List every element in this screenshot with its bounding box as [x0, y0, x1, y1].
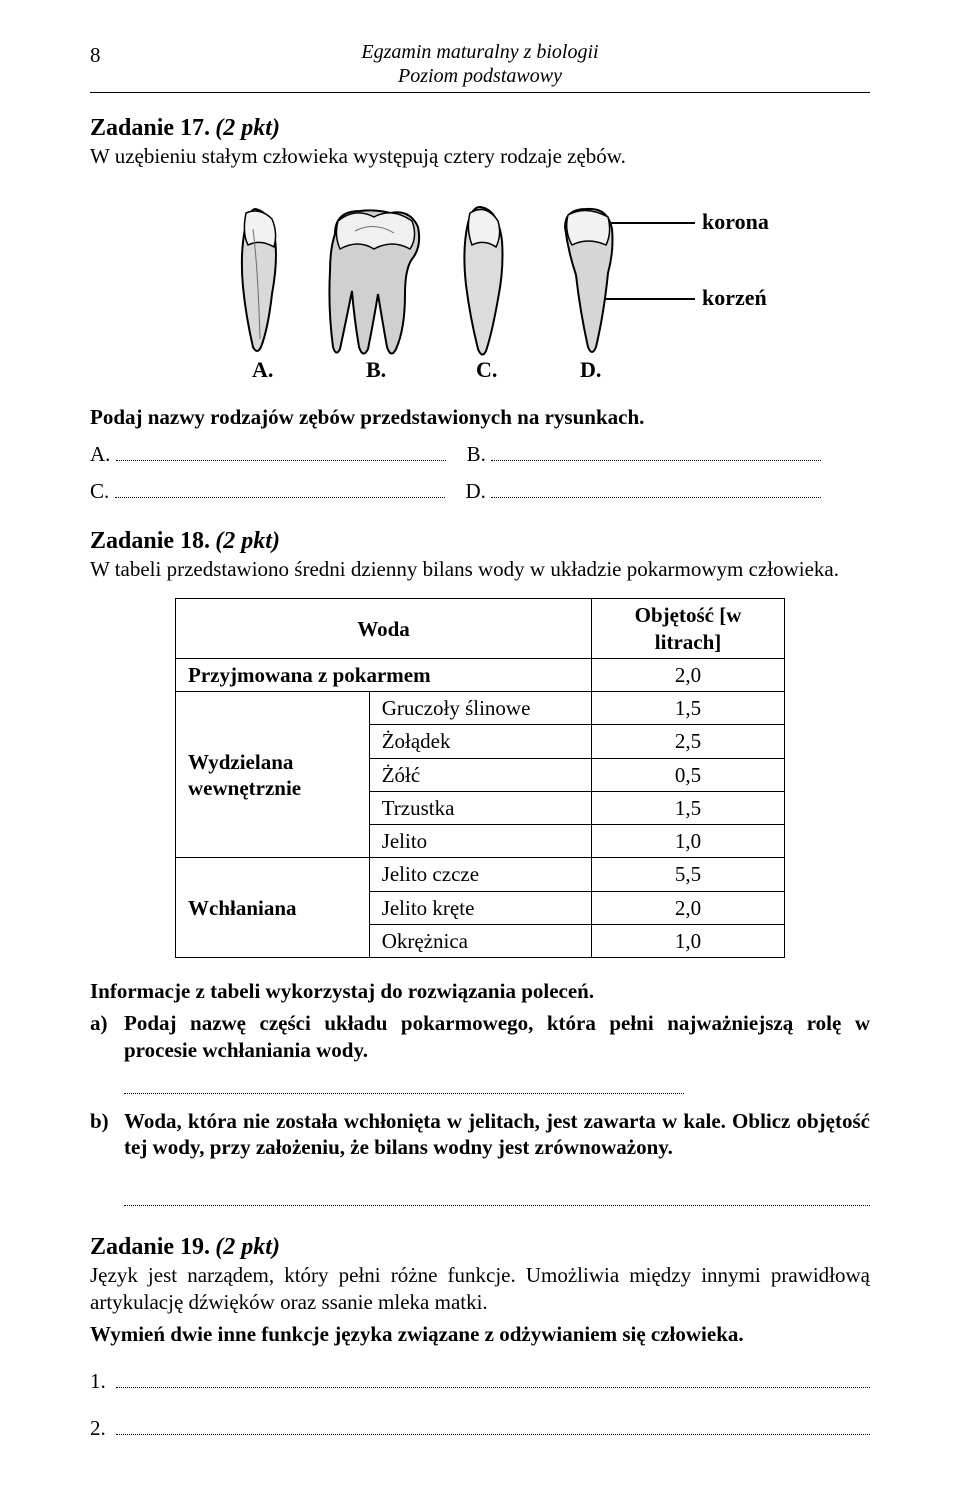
col-volume: Objętość [w litrach] [592, 599, 785, 659]
item-a-text: Podaj nazwę części układu pokarmowego, k… [124, 1011, 870, 1061]
item-b-answer-line[interactable] [124, 1184, 870, 1206]
task18-number: Zadanie 18. [90, 528, 210, 554]
task19-answer-1: 1. [90, 1367, 870, 1394]
task18-items: a) Podaj nazwę części układu pokarmowego… [90, 1010, 870, 1160]
task18-points: (2 pkt) [215, 528, 280, 554]
water-balance-table: Woda Objętość [w litrach] Przyjmowana z … [175, 598, 785, 958]
label-korona: korona [702, 209, 769, 234]
val-0: 2,0 [592, 658, 785, 691]
sub-1: Gruczoły ślinowe [369, 692, 591, 725]
answer-a-line[interactable] [116, 440, 446, 461]
sub-2: Żołądek [369, 725, 591, 758]
sub-5: Jelito [369, 825, 591, 858]
item-b-marker: b) [90, 1108, 124, 1161]
row-wchlaniana: Wchłaniana [176, 858, 370, 958]
answer-d-line[interactable] [491, 477, 821, 498]
row-przyjmowana: Przyjmowana z pokarmem [176, 658, 592, 691]
page-header: 8 Egzamin maturalny z biologii Poziom po… [90, 40, 870, 88]
teeth-figure: korona korzeń A. B. C. D. [160, 199, 800, 385]
answer-2-line[interactable] [116, 1414, 870, 1435]
row-wydzielana: Wydzielana wewnętrznie [176, 692, 370, 858]
sub-6: Jelito czcze [369, 858, 591, 891]
teeth-svg: korona korzeń A. B. C. D. [160, 199, 800, 379]
tooth-letter-c: C. [476, 357, 497, 379]
task19-answers: 1. 2. [90, 1367, 870, 1441]
page: 8 Egzamin maturalny z biologii Poziom po… [0, 0, 960, 1501]
answer-c-label: C. [90, 478, 109, 504]
task17-instruction: Podaj nazwy rodzajów zębów przedstawiony… [90, 404, 870, 430]
tooth-letter-d: D. [580, 357, 601, 379]
answer-a-label: A. [90, 441, 110, 467]
val-7: 2,0 [592, 891, 785, 924]
tooth-letter-a: A. [252, 357, 273, 379]
table-header-row: Woda Objętość [w litrach] [176, 599, 785, 659]
task18-item-b: b) Woda, która nie została wchłonięta w … [90, 1108, 870, 1161]
header-title-line1: Egzamin maturalny z biologii [110, 40, 850, 64]
task17-number: Zadanie 17. [90, 115, 210, 141]
sub-4: Trzustka [369, 791, 591, 824]
answer-2-label: 2. [90, 1415, 116, 1441]
sub-3: Żółć [369, 758, 591, 791]
header-title: Egzamin maturalny z biologii Poziom pods… [110, 40, 850, 88]
header-title-line2: Poziom podstawowy [110, 64, 850, 88]
tooth-letter-b: B. [366, 357, 386, 379]
task17-intro: W uzębieniu stałym człowieka występują c… [90, 143, 870, 169]
task17-points: (2 pkt) [215, 115, 280, 141]
answer-1-label: 1. [90, 1368, 116, 1394]
task18-title: Zadanie 18. (2 pkt) [90, 526, 870, 556]
val-5: 1,0 [592, 825, 785, 858]
answer-c-line[interactable] [115, 477, 445, 498]
task18-item-a: a) Podaj nazwę części układu pokarmowego… [90, 1010, 870, 1093]
answer-b-line[interactable] [491, 440, 821, 461]
tooth-a-icon [242, 209, 276, 351]
task19-title: Zadanie 19. (2 pkt) [90, 1232, 870, 1262]
table-row: Przyjmowana z pokarmem 2,0 [176, 658, 785, 691]
item-a-marker: a) [90, 1010, 124, 1093]
sub-8: Okrężnica [369, 924, 591, 957]
answer-b-label: B. [467, 441, 486, 467]
val-2: 2,5 [592, 725, 785, 758]
task19-points: (2 pkt) [215, 1234, 280, 1260]
val-1: 1,5 [592, 692, 785, 725]
task19-answer-2: 2. [90, 1414, 870, 1441]
header-rule [90, 92, 870, 93]
tooth-c-icon [464, 207, 502, 355]
col-water: Woda [176, 599, 592, 659]
task19-instruction: Wymień dwie inne funkcje języka związane… [90, 1321, 870, 1347]
item-b-text: Woda, która nie została wchłonięta w jel… [124, 1108, 870, 1161]
tooth-d-icon [565, 209, 695, 352]
task18-after-table: Informacje z tabeli wykorzystaj do rozwi… [90, 978, 870, 1004]
label-korzen: korzeń [702, 285, 767, 310]
table-row: Wchłaniana Jelito czcze 5,5 [176, 858, 785, 891]
sub-7: Jelito kręte [369, 891, 591, 924]
table-row: Wydzielana wewnętrznie Gruczoły ślinowe … [176, 692, 785, 725]
task18-intro: W tabeli przedstawiono średni dzienny bi… [90, 556, 870, 582]
item-a-answer-line[interactable] [124, 1073, 684, 1094]
val-3: 0,5 [592, 758, 785, 791]
val-8: 1,0 [592, 924, 785, 957]
answer-1-line[interactable] [116, 1367, 870, 1388]
tooth-b-icon [329, 211, 419, 354]
val-4: 1,5 [592, 791, 785, 824]
task17-title: Zadanie 17. (2 pkt) [90, 113, 870, 143]
task17-answers-ab: A. B. [90, 440, 870, 467]
page-number: 8 [90, 40, 110, 68]
answer-d-label: D. [466, 478, 486, 504]
val-6: 5,5 [592, 858, 785, 891]
task19-intro: Język jest narządem, który pełni różne f… [90, 1262, 870, 1315]
task17-answers-cd: C. D. [90, 477, 870, 504]
task19-number: Zadanie 19. [90, 1234, 210, 1260]
